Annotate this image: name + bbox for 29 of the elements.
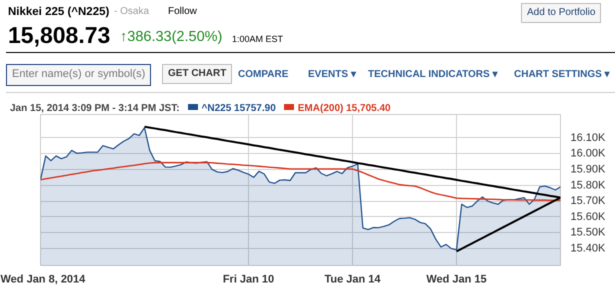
x-tick-label: Tue Jan 14 xyxy=(324,274,382,286)
text: Follow xyxy=(168,5,197,19)
text: COMPARE xyxy=(238,68,288,82)
y-tick-label: 15.80K xyxy=(570,179,606,192)
text: 1:00AM EST xyxy=(232,33,284,46)
x-tick-label: Wed Jan 8, 2014 xyxy=(0,274,86,286)
legend-title: Jan 15, 2014 3:09 PM - 3:14 PM JST: xyxy=(10,103,180,114)
text: Enter name(s) or symbol(s) xyxy=(6,64,152,86)
chart-title: Nikkei 225 (^N225) xyxy=(8,5,110,20)
y-tick-label: 15.40K xyxy=(570,242,606,255)
y-tick-label: 16.00K xyxy=(570,148,606,160)
x-tick-label: Wed Jan 15 xyxy=(426,274,487,286)
line-series xyxy=(40,162,560,201)
y-tick-label: 15.90K xyxy=(570,163,606,176)
y-tick-label: 15.70K xyxy=(570,195,606,208)
legend-label: EMA(200) 15,705.40 xyxy=(298,103,391,114)
y-tick-label: 15.60K xyxy=(570,210,606,223)
y-tick-label: 16.10K xyxy=(570,132,606,144)
y-tick-label: 15.50K xyxy=(570,226,606,239)
chart-subtitle: 15,808.73 xyxy=(8,21,110,50)
x-tick-label: Fri Jan 10 xyxy=(222,274,274,286)
text: GET CHART xyxy=(162,64,232,84)
text: ↑386.33(2.50%) xyxy=(120,28,222,47)
text: TECHNICAL INDICATORS ▾ xyxy=(368,68,498,82)
text: - Osaka xyxy=(114,5,150,19)
legend-label: ^N225 15757.90 xyxy=(202,103,276,114)
text: CHART SETTINGS ▾ xyxy=(514,68,610,82)
text: EVENTS ▾ xyxy=(308,68,356,82)
text: Add to Portfolio xyxy=(521,3,602,24)
